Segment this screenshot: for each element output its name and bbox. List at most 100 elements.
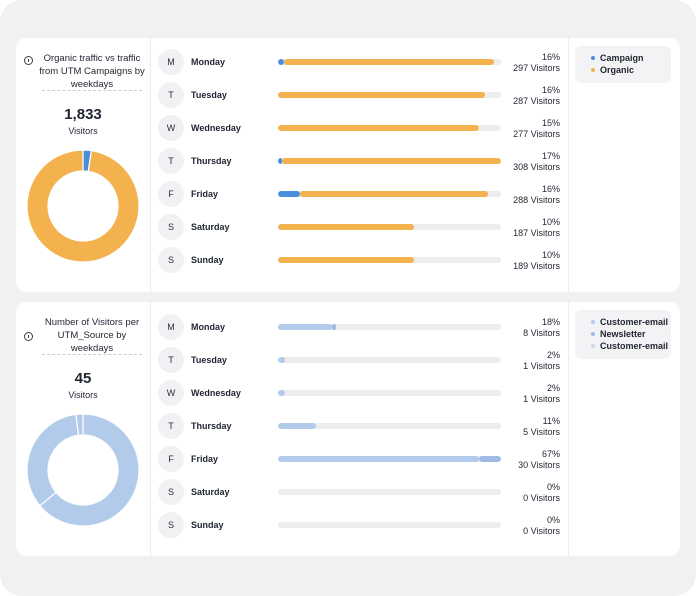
weekday-row-tuesday[interactable]: T Tuesday 16% 287 Visitors [158,82,564,108]
legend-dot-icon [591,344,595,348]
organic-vs-campaign-card: Organic traffic vs traffic from UTM Camp… [16,38,680,292]
title-row: Number of Visitors per UTM_Source by wee… [24,316,148,355]
visitors-bar [278,257,501,263]
weekday-row-thursday[interactable]: T Thursday 17% 308 Visitors [158,148,564,174]
visitors-bar [278,489,501,495]
day-letter-badge: T [158,413,184,439]
bar-segment [282,158,501,164]
panel-title: Organic traffic vs traffic from UTM Camp… [39,53,145,90]
weekday-row-thursday[interactable]: T Thursday 11% 5 Visitors [158,413,564,439]
info-icon[interactable] [24,332,33,341]
donut-slice-newsletter[interactable] [26,413,80,507]
day-letter-badge: T [158,148,184,174]
weekday-row-sunday[interactable]: S Sunday 0% 0 Visitors [158,512,564,538]
chart-legend: Campaign Organic [575,46,671,83]
visitors-bar [278,423,501,429]
day-letter-badge: S [158,479,184,505]
visitors-bar [278,158,501,164]
day-name: Monday [191,322,226,332]
day-name: Sunday [191,255,224,265]
bar-segment [278,59,284,65]
info-icon[interactable] [24,56,33,65]
day-letter-badge: T [158,347,184,373]
day-name: Friday [191,189,219,199]
visitors-percent: 0% [546,482,560,492]
visitors-count: 287 Visitors [513,96,560,106]
bar-segment [300,191,488,197]
weekday-row-sunday[interactable]: S Sunday 10% 189 Visitors [158,247,564,273]
weekday-row-saturday[interactable]: S Saturday 0% 0 Visitors [158,479,564,505]
visitors-percent: 16% [541,85,560,95]
visitors-bar [278,191,501,197]
donut-chart [26,413,140,527]
day-letter-badge: M [158,49,184,75]
weekday-row-wednesday[interactable]: W Wednesday 2% 1 Visitors [158,380,564,406]
weekday-row-friday[interactable]: F Friday 16% 288 Visitors [158,181,564,207]
divider [568,302,569,556]
day-name: Monday [191,57,226,67]
visitors-count: 0 Visitors [523,526,560,536]
day-letter-badge: T [158,82,184,108]
day-name: Wednesday [191,123,241,133]
bar-segment [283,59,495,65]
visitors-percent: 67% [541,449,560,459]
total-visitors-label: Visitors [68,390,98,400]
visitors-count: 187 Visitors [513,228,560,238]
visitors-count: 297 Visitors [513,63,560,73]
day-name: Wednesday [191,388,241,398]
donut-slice-customer-email[interactable] [39,413,140,527]
day-letter-badge: F [158,446,184,472]
bar-segment [278,456,479,462]
total-visitors-value: 1,833 [64,106,102,123]
bar-segment [278,125,479,131]
weekday-row-wednesday[interactable]: W Wednesday 15% 277 Visitors [158,115,564,141]
legend-item-organic[interactable]: Organic [575,64,671,76]
visitors-percent: 16% [541,52,560,62]
legend-item-customer-email-2[interactable]: Customer-email [575,340,671,352]
visitors-percent: 15% [541,118,560,128]
visitors-bar [278,92,501,98]
bar-segment [278,257,415,263]
visitors-percent: 10% [541,250,560,260]
divider [150,302,151,556]
weekday-row-monday[interactable]: M Monday 16% 297 Visitors [158,49,564,75]
visitors-percent: 10% [541,217,560,227]
donut-slice-organic[interactable] [26,149,140,263]
donut-slice-customer-email[interactable] [75,413,84,436]
weekday-row-tuesday[interactable]: T Tuesday 2% 1 Visitors [158,347,564,373]
visitors-count: 1 Visitors [523,361,560,371]
bar-segment [278,357,285,363]
legend-item-campaign[interactable]: Campaign [575,52,671,64]
weekday-row-friday[interactable]: F Friday 67% 30 Visitors [158,446,564,472]
visitors-percent: 2% [546,350,560,360]
title-row: Organic traffic vs traffic from UTM Camp… [24,52,148,91]
divider [568,38,569,292]
visitors-count: 8 Visitors [523,328,560,338]
bar-segment [331,324,336,330]
day-letter-badge: S [158,512,184,538]
visitors-count: 308 Visitors [513,162,560,172]
title-underline [42,90,142,91]
visitors-percent: 16% [541,184,560,194]
day-name: Tuesday [191,90,227,100]
weekday-row-saturday[interactable]: S Saturday 10% 187 Visitors [158,214,564,240]
day-name: Thursday [191,156,232,166]
legend-item-customer-email[interactable]: Customer-email [575,316,671,328]
bar-segment [278,92,486,98]
legend-label: Campaign [600,53,644,63]
day-name: Thursday [191,421,232,431]
visitors-count: 5 Visitors [523,427,560,437]
bar-segment [278,324,332,330]
weekday-row-monday[interactable]: M Monday 18% 8 Visitors [158,314,564,340]
total-visitors-label: Visitors [68,126,98,136]
visitors-bar [278,390,501,396]
legend-dot-icon [591,56,595,60]
visitors-bar [278,125,501,131]
day-name: Friday [191,454,219,464]
legend-item-newsletter[interactable]: Newsletter [575,328,671,340]
visitors-percent: 18% [541,317,560,327]
visitors-percent: 11% [542,416,560,426]
visitors-count: 0 Visitors [523,493,560,503]
summary-panel: Organic traffic vs traffic from UTM Camp… [16,38,150,292]
